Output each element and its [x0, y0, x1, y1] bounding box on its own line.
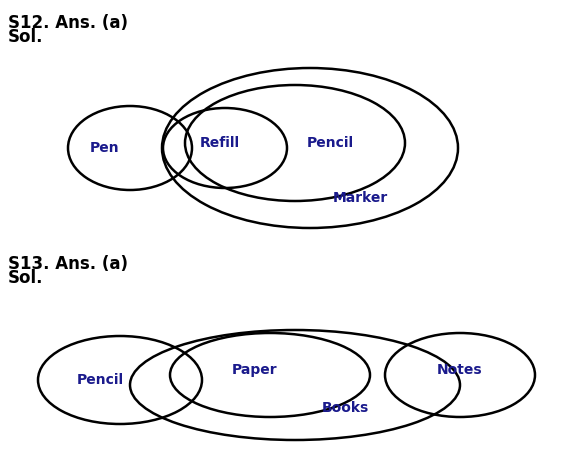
Text: Books: Books: [321, 401, 369, 415]
Text: Sol.: Sol.: [8, 269, 43, 287]
Text: Sol.: Sol.: [8, 28, 43, 46]
Text: Notes: Notes: [437, 363, 483, 377]
Text: Pencil: Pencil: [307, 136, 353, 150]
Text: Pencil: Pencil: [77, 373, 123, 387]
Text: Pen: Pen: [90, 141, 120, 155]
Text: S13. Ans. (a): S13. Ans. (a): [8, 255, 128, 273]
Text: Marker: Marker: [332, 191, 388, 205]
Text: Paper: Paper: [232, 363, 278, 377]
Text: S12. Ans. (a): S12. Ans. (a): [8, 14, 128, 32]
Text: Refill: Refill: [200, 136, 240, 150]
